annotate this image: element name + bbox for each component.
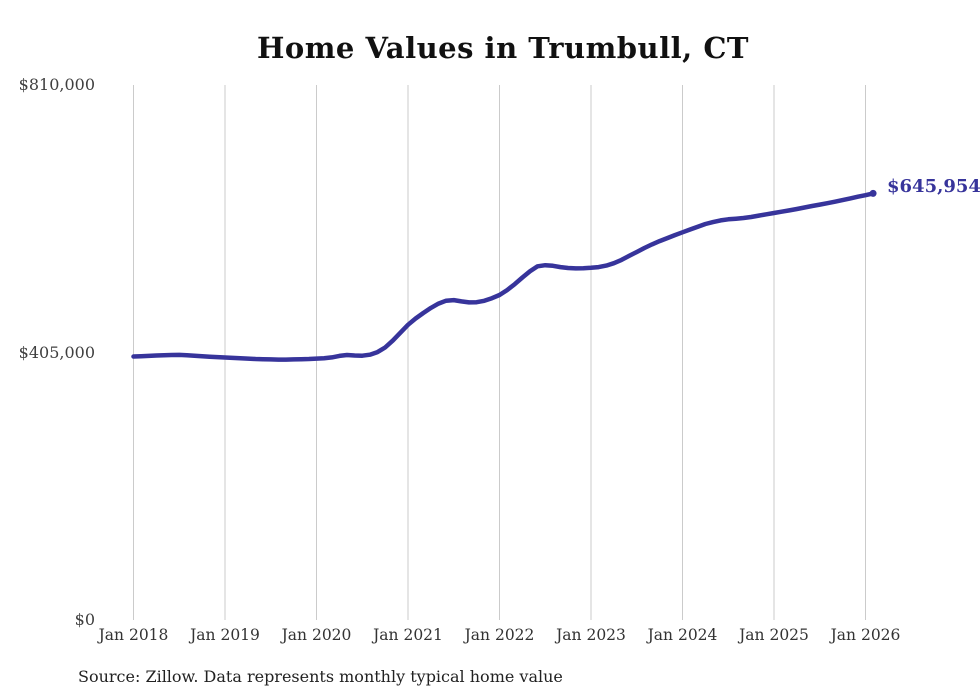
x-axis-label: Jan 2023: [556, 626, 626, 644]
x-axis-label: Jan 2024: [647, 626, 718, 644]
x-axis-label: Jan 2025: [739, 626, 809, 644]
x-axis-label: Jan 2019: [190, 626, 260, 644]
x-axis-label: Jan 2018: [98, 626, 169, 644]
home-value-line: [131, 191, 876, 362]
y-axis-label: $0: [74, 610, 95, 629]
y-axis-label: $810,000: [18, 75, 95, 94]
chart-title: Home Values in Trumbull, CT: [256, 31, 750, 65]
x-axis-label: Jan 2022: [464, 626, 535, 644]
x-axis-label: Jan 2020: [281, 626, 352, 644]
current-value-label: $645,954: [887, 176, 980, 197]
y-axis-label: $405,000: [18, 342, 95, 362]
x-axis-label: Jan 2021: [373, 626, 443, 644]
line-end-dot: [869, 189, 877, 197]
x-axis-label: Jan 2026: [830, 626, 901, 644]
gridlines: [133, 85, 866, 620]
source-note: Source: Zillow. Data represents monthly …: [78, 667, 563, 686]
